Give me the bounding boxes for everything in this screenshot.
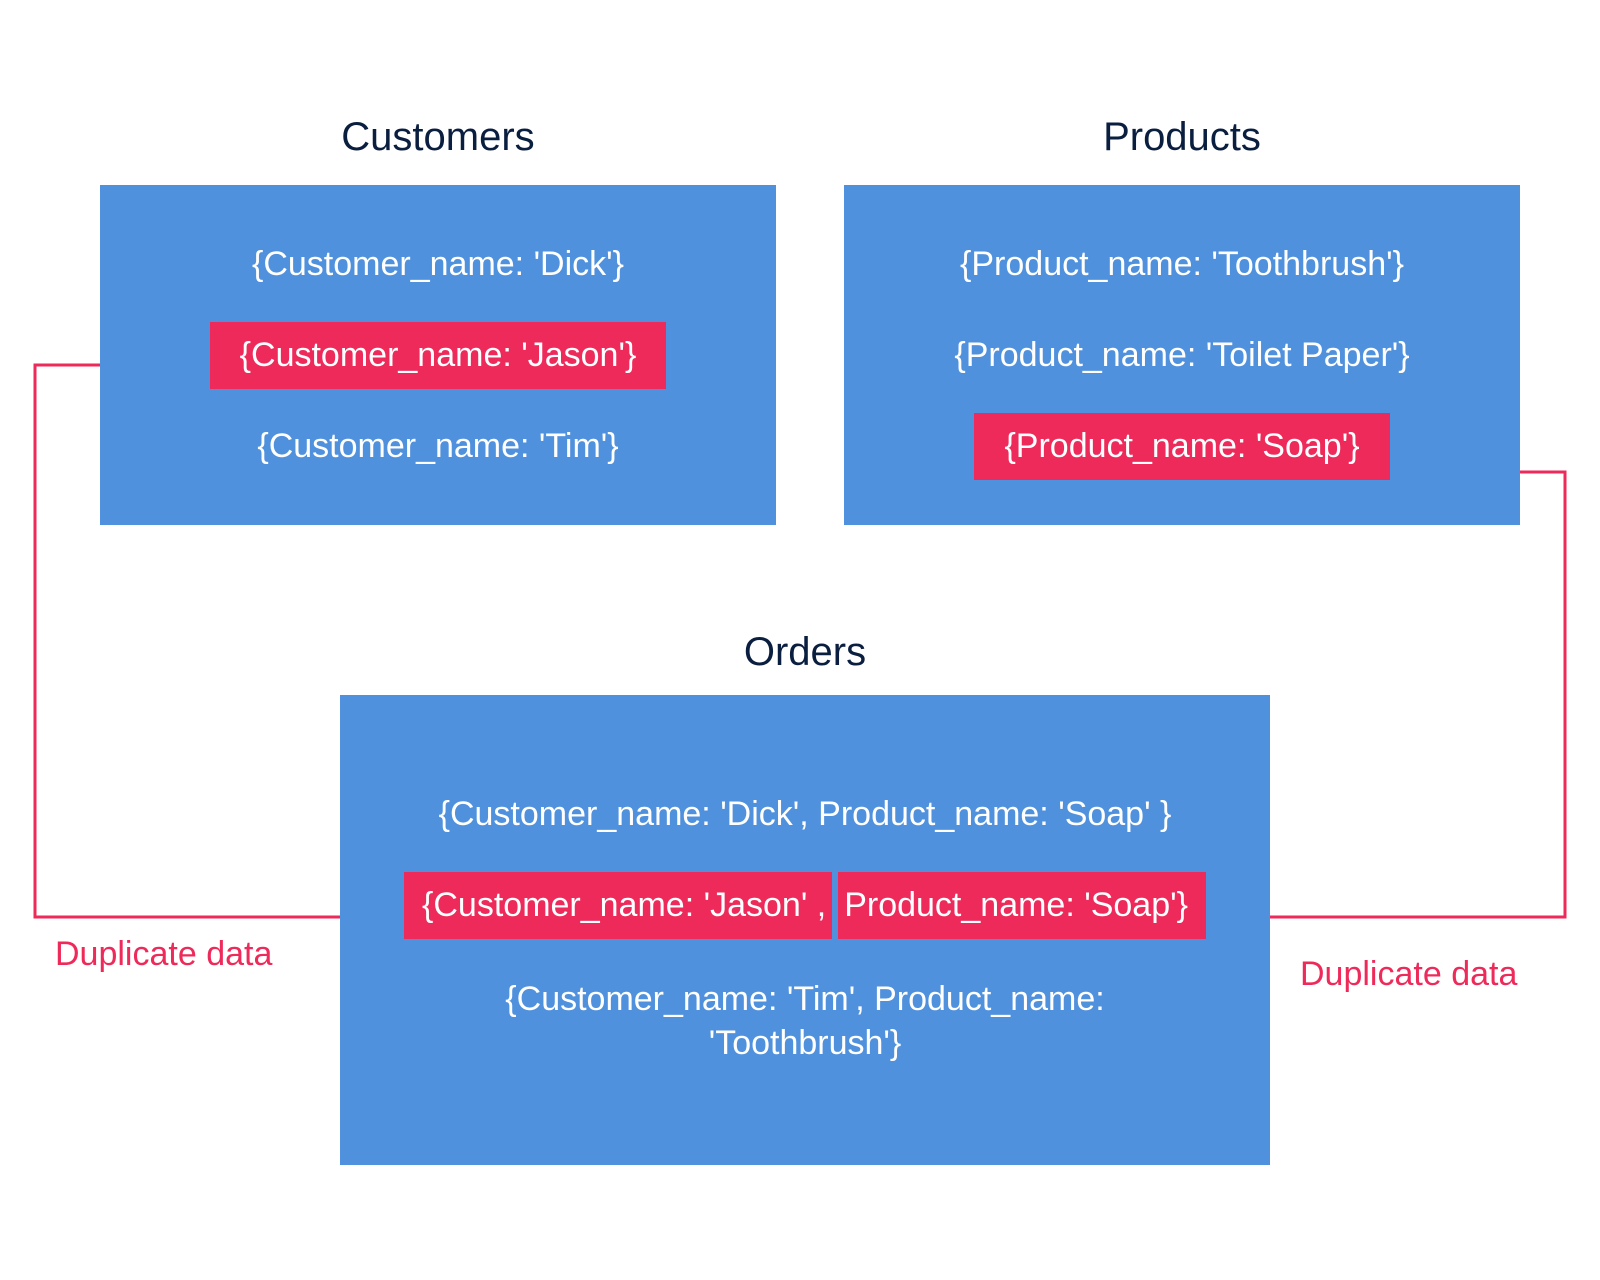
customers-title: Customers <box>100 115 776 160</box>
orders-row-0: {Customer_name: 'Dick', Product_name: 'S… <box>431 781 1180 848</box>
products-row-0: {Product_name: 'Toothbrush'} <box>930 231 1434 298</box>
duplicate-label-right: Duplicate data <box>1300 955 1517 994</box>
customers-row-0: {Customer_name: 'Dick'} <box>222 231 654 298</box>
orders-row-0-seg-0: {Customer_name: 'Dick', Product_name: 'S… <box>431 781 1180 848</box>
orders-title: Orders <box>340 630 1270 675</box>
customers-row-1: {Customer_name: 'Jason'} <box>210 322 667 389</box>
customers-row-2: {Customer_name: 'Tim'} <box>227 413 648 480</box>
products-row-1: {Product_name: 'Toilet Paper'} <box>924 322 1439 389</box>
orders-row-2: {Customer_name: 'Tim', Product_name: 'To… <box>395 963 1215 1079</box>
connector-right <box>1240 472 1565 917</box>
orders-row-1-seg-0: {Customer_name: 'Jason' , <box>404 872 832 939</box>
orders-row-1-seg-1: Product_name: 'Soap'} <box>838 872 1206 939</box>
products-title: Products <box>844 115 1520 160</box>
orders-box: {Customer_name: 'Dick', Product_name: 'S… <box>340 695 1270 1165</box>
products-row-2: {Product_name: 'Soap'} <box>974 413 1389 480</box>
diagram-canvas: Customers {Customer_name: 'Dick'} {Custo… <box>0 0 1600 1280</box>
products-box: {Product_name: 'Toothbrush'} {Product_na… <box>844 185 1520 525</box>
duplicate-label-left: Duplicate data <box>55 935 272 974</box>
customers-box: {Customer_name: 'Dick'} {Customer_name: … <box>100 185 776 525</box>
orders-row-1: {Customer_name: 'Jason' , Product_name: … <box>404 872 1206 939</box>
orders-row-2-seg-0: {Customer_name: 'Tim', Product_name: 'To… <box>395 963 1215 1079</box>
